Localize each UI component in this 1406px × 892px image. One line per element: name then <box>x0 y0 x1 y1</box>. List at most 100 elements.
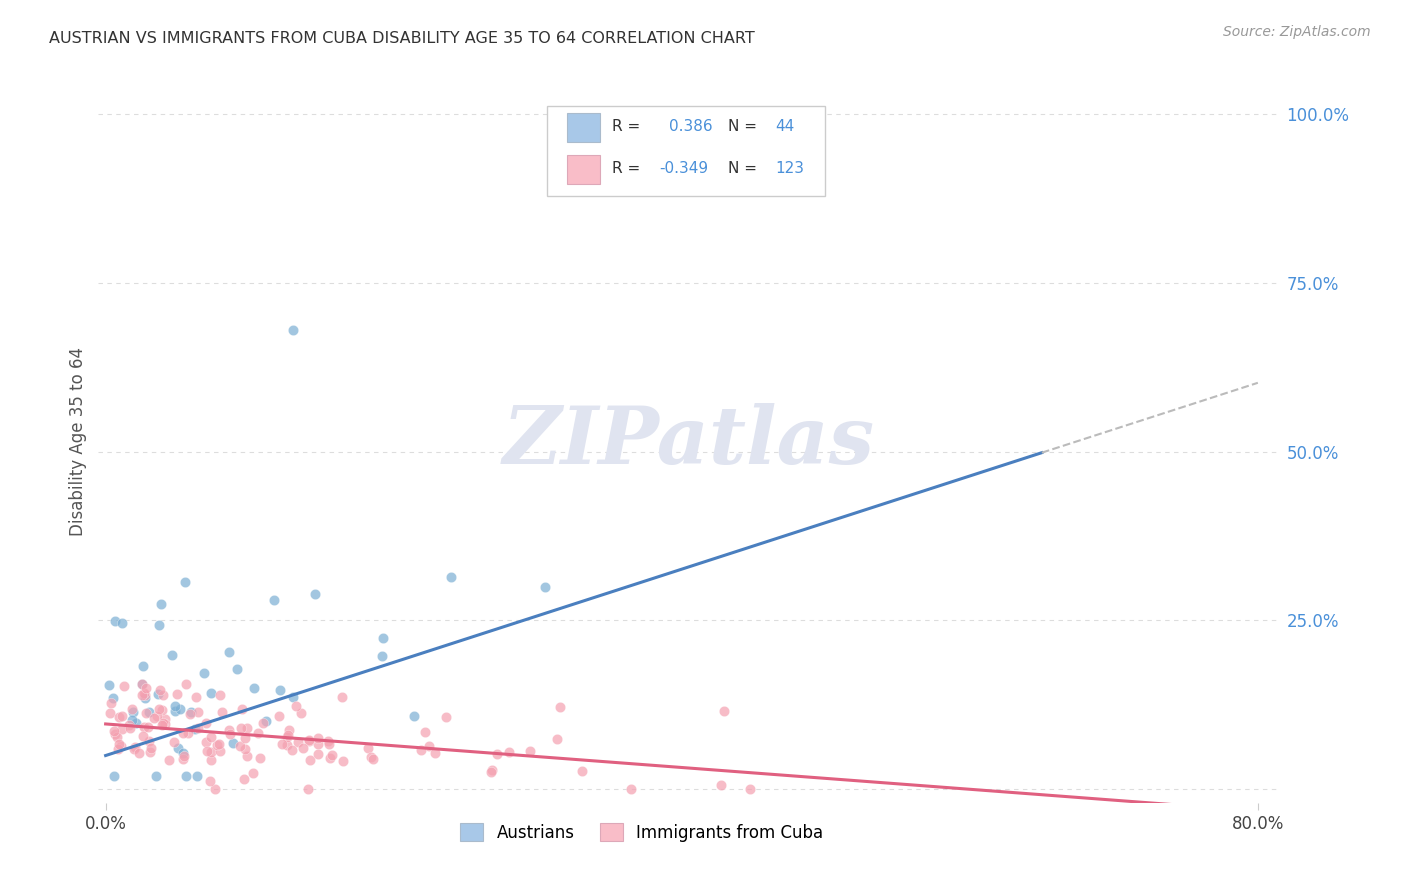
Point <box>163 705 186 719</box>
Point <box>277 728 299 742</box>
Point <box>318 751 340 765</box>
Point <box>371 632 394 646</box>
Point <box>418 739 440 754</box>
Point <box>152 688 174 702</box>
Point <box>205 738 228 752</box>
Point <box>173 748 195 763</box>
Point <box>292 740 315 755</box>
Point <box>209 688 232 702</box>
Point <box>187 722 209 736</box>
Point <box>172 752 194 766</box>
Point <box>316 734 339 748</box>
Point <box>534 581 557 595</box>
Point <box>131 676 153 690</box>
Point <box>242 681 264 695</box>
Point <box>233 731 256 746</box>
Point <box>281 323 304 337</box>
Point <box>146 687 169 701</box>
Point <box>148 701 170 715</box>
Point <box>180 705 202 719</box>
Point <box>186 769 208 783</box>
Point <box>149 683 172 698</box>
Point <box>200 753 222 767</box>
Point <box>112 680 135 694</box>
Point <box>297 782 319 797</box>
Text: 123: 123 <box>775 161 804 176</box>
Point <box>122 742 145 756</box>
Point <box>321 747 343 762</box>
Point <box>184 690 207 704</box>
Point <box>411 743 433 757</box>
Point <box>118 722 141 736</box>
Point <box>152 715 174 730</box>
Point <box>194 735 217 749</box>
Point <box>218 723 240 738</box>
Point <box>269 709 291 723</box>
Point <box>330 690 353 704</box>
Point <box>247 725 270 739</box>
Text: 44: 44 <box>775 120 794 135</box>
Point <box>157 753 180 767</box>
Legend: Austrians, Immigrants from Cuba: Austrians, Immigrants from Cuba <box>453 817 830 848</box>
Point <box>208 737 231 751</box>
Point <box>98 706 121 720</box>
Point <box>271 737 294 751</box>
Point <box>620 782 643 797</box>
Point <box>103 769 125 783</box>
Point <box>103 690 125 705</box>
Point <box>232 772 254 787</box>
Point <box>145 769 167 783</box>
Point <box>332 755 354 769</box>
Point <box>118 718 141 732</box>
FancyBboxPatch shape <box>547 105 825 196</box>
Point <box>142 711 165 725</box>
Point <box>138 706 160 720</box>
Point <box>546 731 568 746</box>
Point <box>135 706 157 721</box>
Point <box>200 731 222 745</box>
Point <box>371 649 394 664</box>
Point <box>155 717 177 731</box>
Point <box>283 690 305 704</box>
FancyBboxPatch shape <box>567 154 600 184</box>
Point <box>111 709 134 723</box>
Point <box>165 698 187 713</box>
Point <box>132 659 155 673</box>
Point <box>222 736 245 750</box>
Point <box>134 720 156 734</box>
Point <box>104 614 127 628</box>
Point <box>174 574 197 589</box>
Point <box>233 742 256 756</box>
Text: ZIPatlas: ZIPatlas <box>503 403 875 480</box>
Point <box>200 745 222 759</box>
Point <box>481 763 503 777</box>
Point <box>97 678 120 692</box>
Point <box>160 648 183 662</box>
Point <box>236 749 259 764</box>
Point <box>242 766 264 780</box>
Point <box>277 723 299 738</box>
Point <box>269 682 291 697</box>
Point <box>187 706 209 720</box>
Point <box>176 677 198 691</box>
Point <box>440 570 463 584</box>
Point <box>100 696 122 710</box>
Point <box>172 725 194 739</box>
Point <box>103 724 125 739</box>
Point <box>111 722 134 736</box>
Point <box>211 705 233 719</box>
Point <box>571 764 593 778</box>
Point <box>208 744 231 758</box>
Point <box>195 716 218 731</box>
Point <box>519 744 541 758</box>
FancyBboxPatch shape <box>567 113 600 142</box>
Point <box>285 698 308 713</box>
Point <box>363 751 385 765</box>
Point <box>163 735 186 749</box>
Text: Source: ZipAtlas.com: Source: ZipAtlas.com <box>1223 25 1371 39</box>
Point <box>138 734 160 748</box>
Point <box>105 730 128 744</box>
Point <box>486 747 509 762</box>
Point <box>281 742 304 756</box>
Point <box>200 773 222 788</box>
